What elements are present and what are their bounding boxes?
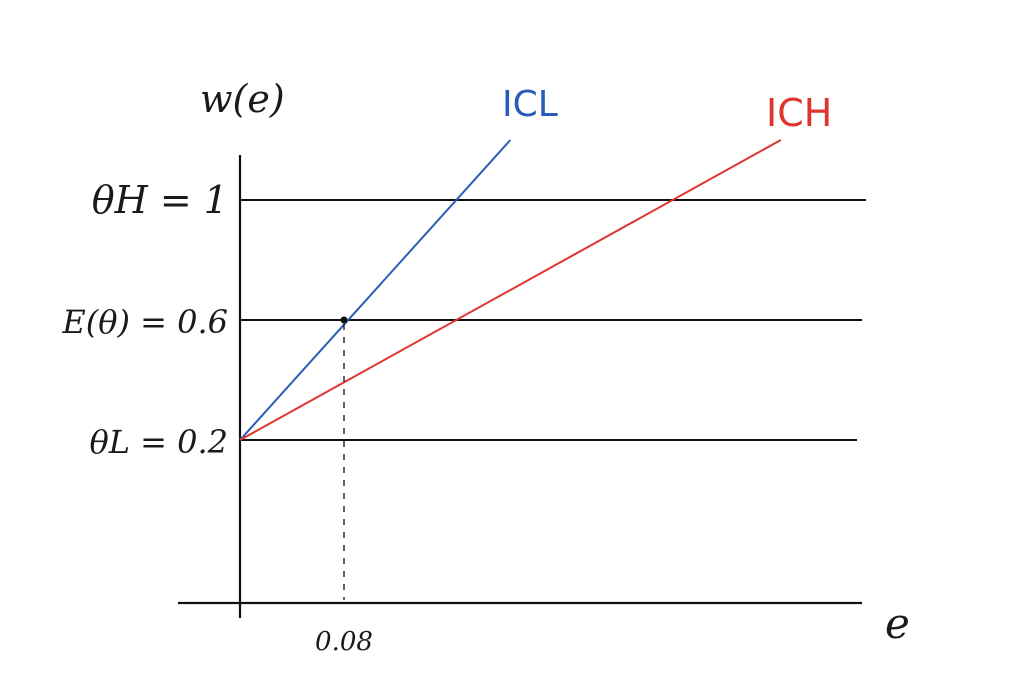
hline-label-1: E(θ) = 0.6 [61,303,228,341]
hline-label-0: θH = 1 [92,178,228,222]
labels: w(e) e θH = 1 E(θ) = 0.6 θL = 0.2 ICL ICH 0.0… [61,77,910,657]
series-lines [239,139,782,441]
y-axis-label: w(e) [200,77,285,121]
reference-lines [240,199,866,441]
axes [178,155,862,618]
series-label-1: ICH [766,91,832,135]
x-tick-label-0: 0.08 [315,627,373,657]
guide [340,316,348,600]
series-label-0: ICL [502,84,558,125]
x-axis-label: e [885,599,910,648]
hline-label-2: θL = 0.2 [89,423,228,461]
highlight-point [340,316,348,324]
series-line-1 [239,139,782,441]
series-line-0 [239,139,512,441]
